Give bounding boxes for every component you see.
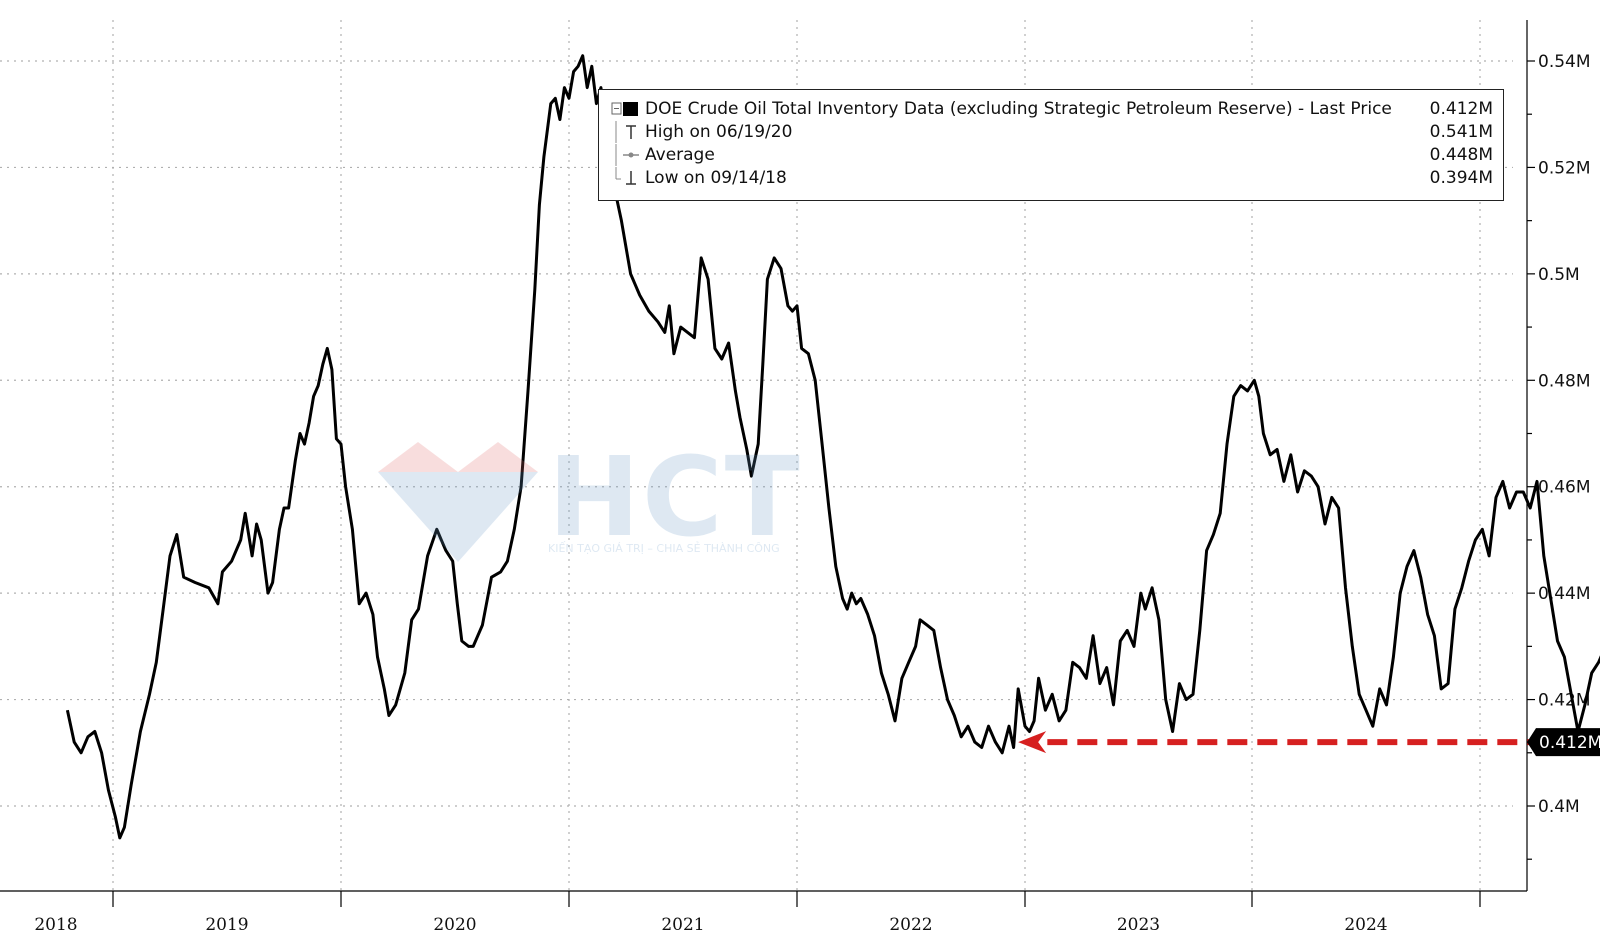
x-tick-label: 2024	[1344, 915, 1387, 935]
legend-low-label: Low on 09/14/18	[645, 168, 787, 188]
y-tick-label: 0.5M	[1538, 265, 1580, 285]
average-marker-icon	[615, 144, 639, 166]
y-axis-ticks: 0.4M 0.42M 0.44M 0.46M 0.48M 0.5M 0.52M 0.54M	[1527, 52, 1591, 860]
x-tick-label: 2018	[34, 915, 77, 935]
y-tick-label: 0.4M	[1538, 797, 1580, 817]
y-tick-label: 0.52M	[1538, 158, 1591, 178]
high-marker-icon	[615, 121, 636, 143]
legend-row-series: DOE Crude Oil Total Inventory Data (excl…	[611, 98, 1493, 120]
y-tick-label: 0.46M	[1538, 478, 1591, 498]
legend-series-label: DOE Crude Oil Total Inventory Data (excl…	[645, 99, 1392, 119]
low-marker-icon	[615, 167, 636, 185]
x-tick-label: 2019	[205, 915, 248, 935]
y-tick-label: 0.44M	[1538, 584, 1591, 604]
legend-average-label: Average	[645, 145, 715, 165]
legend-high-value: 0.541M	[1429, 122, 1493, 142]
y-tick-label: 0.42M	[1538, 691, 1591, 711]
y-tick-label: 0.54M	[1538, 52, 1591, 72]
annotation-arrow-head	[1018, 731, 1047, 754]
legend-box: DOE Crude Oil Total Inventory Data (excl…	[598, 89, 1504, 201]
legend-high-label: High on 06/19/20	[645, 122, 793, 142]
legend-row-low: Low on 09/14/18 0.394M	[611, 167, 1493, 189]
series-square-icon	[611, 102, 638, 116]
annotation-layer	[1018, 731, 1600, 754]
x-tick-label: 2021	[661, 915, 704, 935]
legend-row-high: High on 06/19/20 0.541M	[611, 121, 1493, 143]
x-tick-label: 2022	[889, 915, 932, 935]
series-line	[65, 54, 1600, 840]
last-value-badge: 0.412M	[1527, 728, 1600, 757]
legend-row-average: Average 0.448M	[611, 144, 1493, 166]
legend-average-value: 0.448M	[1429, 145, 1493, 165]
x-axis-ticks: 2018 2019 2020 2021 2022 2023 2024	[34, 891, 1481, 935]
legend-low-value: 0.394M	[1429, 168, 1493, 188]
last-value-badge-text: 0.412M	[1539, 733, 1600, 753]
last-value-badge-bg	[1527, 728, 1600, 757]
axes	[0, 20, 1528, 892]
x-tick-label: 2020	[433, 915, 476, 935]
y-tick-label: 0.48M	[1538, 371, 1591, 391]
series-layer	[65, 54, 1600, 840]
legend-series-value: 0.412M	[1429, 99, 1493, 119]
x-tick-label: 2023	[1117, 915, 1160, 935]
